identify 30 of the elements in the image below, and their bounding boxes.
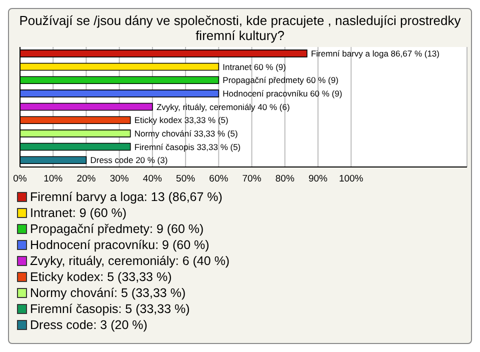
x-tick-label: 70% bbox=[242, 174, 262, 185]
x-tick-label: 50% bbox=[176, 174, 196, 185]
x-tick-label: 0% bbox=[13, 174, 28, 185]
text: Eticky kodex: 5 (33,33 %) bbox=[30, 269, 172, 285]
text: Dress code: 3 (20 %) bbox=[30, 317, 148, 333]
category-label: Normy chování 33,33 % (5) bbox=[134, 128, 238, 138]
category-label: Firemní časopis 33,33 % (5) bbox=[134, 142, 241, 152]
text: Firemní časopis: 5 (33,33 %) bbox=[30, 301, 190, 317]
text: Intranet: 9 (60 %) bbox=[30, 205, 127, 221]
text: Hodnocení pracovníku: 9 (60 %) bbox=[30, 237, 210, 253]
category-label: Propagační předmety 60 % (9) bbox=[222, 75, 338, 86]
category-label: Firemní barvy a loga 86,67 % (13) bbox=[310, 48, 440, 58]
category-label: Eticky kodex 33,33 % (5) bbox=[134, 115, 228, 126]
x-tick-label: 10% bbox=[44, 174, 64, 185]
x-tick-label: 30% bbox=[110, 174, 130, 185]
x-tick-label: 100% bbox=[338, 174, 364, 185]
chart-title: Používají se /jsou dány ve společnosti, kde pracujete , nasledujíci prostredky firemní kultury? bbox=[18, 12, 462, 45]
x-tick-label: 20% bbox=[76, 174, 96, 185]
x-tick-label: 80% bbox=[275, 174, 295, 185]
category-label: Hodnocení pracovníku 60 % (9) bbox=[222, 88, 342, 98]
x-tick-label: 60% bbox=[209, 174, 229, 185]
category-label: Dress code 20 % (3) bbox=[90, 155, 168, 166]
category-label: Zvyky, rituály, ceremoniály 40 % (6) bbox=[156, 102, 290, 112]
category-label: Intranet 60 % (9) bbox=[222, 62, 286, 72]
text: Propagační předmety: 9 (60 %) bbox=[30, 221, 204, 237]
x-tick-label: 40% bbox=[142, 174, 163, 185]
text: Zvyky, rituály, ceremoniály: 6 (40 %) bbox=[30, 253, 230, 269]
text: Firemní barvy a loga: 13 (86,67 %) bbox=[30, 189, 222, 205]
x-tick-label: 90% bbox=[308, 174, 328, 185]
text: Normy chování: 5 (33,33 %) bbox=[30, 285, 186, 301]
